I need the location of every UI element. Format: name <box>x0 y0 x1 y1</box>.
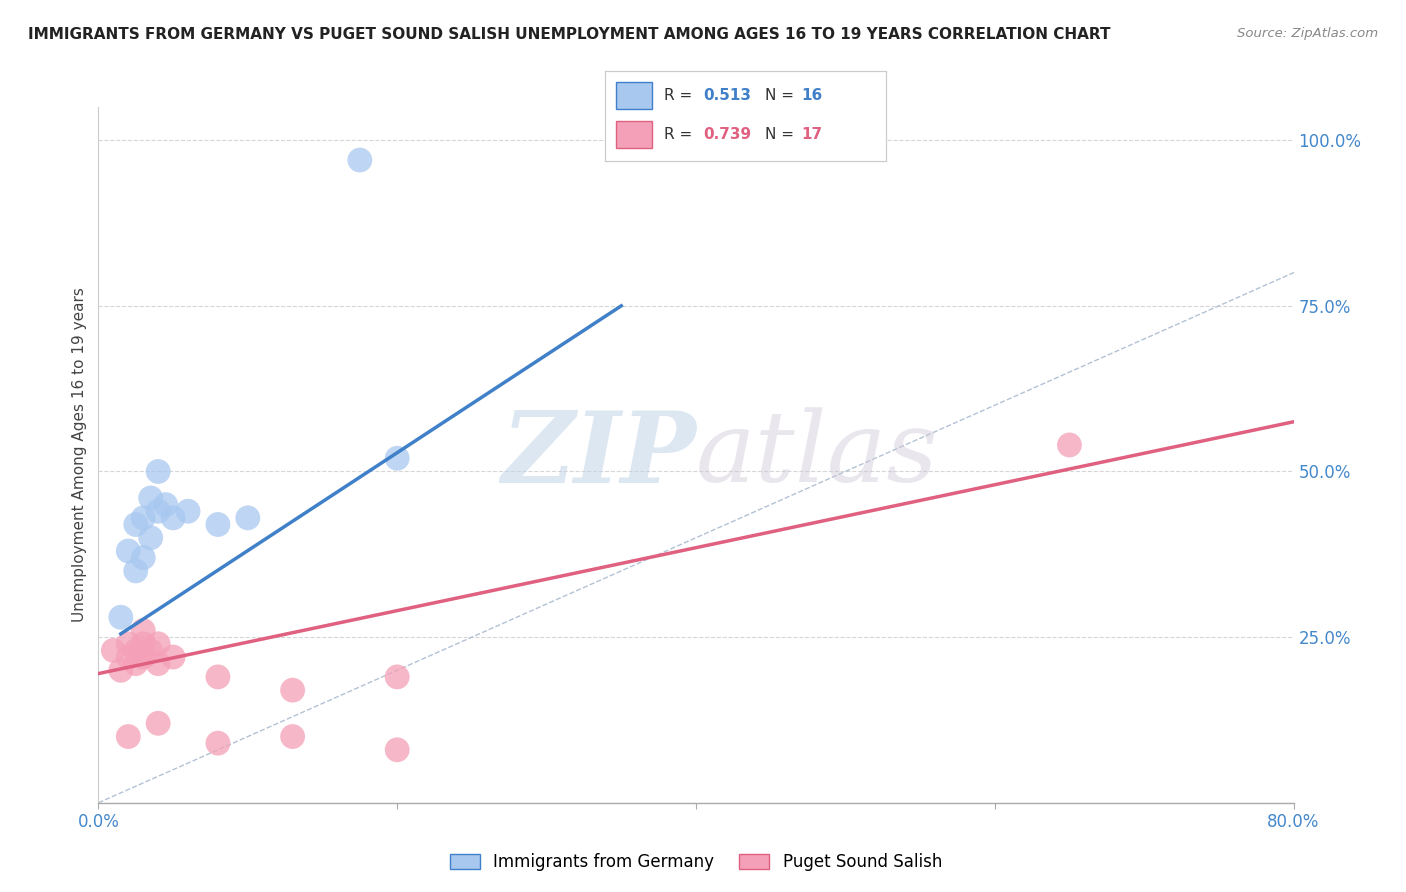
Point <box>148 716 170 731</box>
Point <box>139 643 162 657</box>
Point <box>139 491 162 505</box>
Text: N =: N = <box>765 88 799 103</box>
Point <box>385 743 409 757</box>
Point <box>117 730 139 744</box>
Point <box>162 511 184 525</box>
Point <box>125 564 148 578</box>
Point <box>385 451 409 466</box>
Y-axis label: Unemployment Among Ages 16 to 19 years: Unemployment Among Ages 16 to 19 years <box>72 287 87 623</box>
Text: IMMIGRANTS FROM GERMANY VS PUGET SOUND SALISH UNEMPLOYMENT AMONG AGES 16 TO 19 Y: IMMIGRANTS FROM GERMANY VS PUGET SOUND S… <box>28 27 1111 42</box>
Point <box>132 550 155 565</box>
Point <box>110 610 132 624</box>
Point <box>117 637 139 651</box>
Point <box>148 657 170 671</box>
Text: 0.513: 0.513 <box>703 88 751 103</box>
Point <box>125 657 148 671</box>
Bar <box>616 121 652 148</box>
Point <box>155 498 177 512</box>
Point <box>207 670 229 684</box>
Bar <box>616 82 652 109</box>
Point <box>1059 438 1081 452</box>
Text: 17: 17 <box>801 128 823 142</box>
Text: R =: R = <box>664 88 697 103</box>
Legend: Immigrants from Germany, Puget Sound Salish: Immigrants from Germany, Puget Sound Sal… <box>443 847 949 878</box>
Point <box>132 650 155 665</box>
Text: Source: ZipAtlas.com: Source: ZipAtlas.com <box>1237 27 1378 40</box>
Text: R =: R = <box>664 128 697 142</box>
Text: 16: 16 <box>801 88 823 103</box>
Point <box>110 663 132 677</box>
Point <box>162 650 184 665</box>
Point <box>132 624 155 638</box>
Point <box>117 544 139 558</box>
Point <box>103 643 125 657</box>
Point <box>349 153 371 167</box>
Point <box>207 736 229 750</box>
Text: atlas: atlas <box>696 408 939 502</box>
Text: N =: N = <box>765 128 799 142</box>
Text: 0.739: 0.739 <box>703 128 751 142</box>
Point <box>125 643 148 657</box>
Text: ZIP: ZIP <box>501 407 696 503</box>
Point <box>281 683 304 698</box>
Point <box>132 637 155 651</box>
Point <box>148 465 170 479</box>
Point <box>385 670 409 684</box>
Point <box>177 504 200 518</box>
Point <box>236 511 259 525</box>
Point <box>207 517 229 532</box>
Point <box>117 650 139 665</box>
Point <box>132 511 155 525</box>
Point <box>125 517 148 532</box>
Point <box>148 504 170 518</box>
Point <box>281 730 304 744</box>
Point <box>139 531 162 545</box>
Point <box>148 637 170 651</box>
